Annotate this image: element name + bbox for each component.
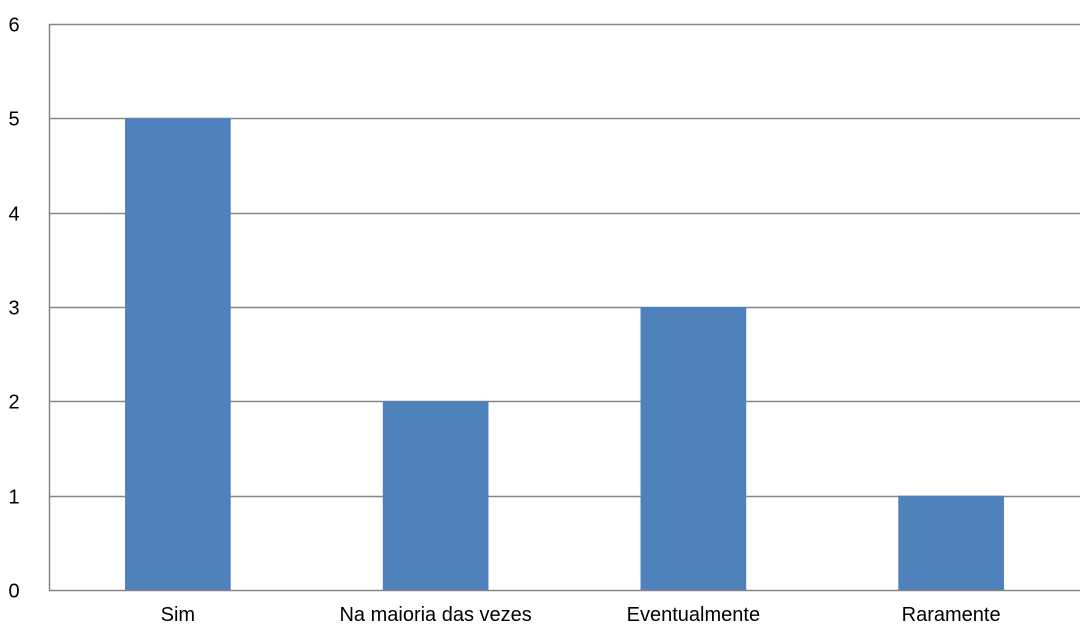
bars (125, 118, 1004, 590)
bar-sim (125, 118, 231, 590)
x-category-label: Raramente (902, 604, 1001, 626)
axes (48, 24, 1080, 592)
y-tick-label: 1 (8, 487, 19, 509)
y-tick-label: 2 (8, 392, 19, 414)
y-tick-label: 4 (8, 204, 19, 226)
y-tick-label: 0 (8, 581, 19, 603)
y-tick-label: 6 (8, 15, 19, 37)
y-tick-label: 3 (8, 298, 19, 320)
x-category-labels: Sim Na maioria das vezes Eventualmente Rara… (161, 604, 1001, 626)
bar-eventualmente (640, 307, 747, 590)
bar-na-maioria-das-vezes (382, 401, 489, 590)
x-category-label: Na maioria das vezes (339, 604, 531, 626)
x-category-label: Eventualmente (627, 604, 760, 626)
y-tick-labels: 0 1 2 3 4 5 6 (8, 15, 19, 603)
y-tick-label: 5 (8, 109, 19, 131)
x-category-label: Sim (161, 604, 195, 626)
bar-raramente (898, 495, 1004, 590)
